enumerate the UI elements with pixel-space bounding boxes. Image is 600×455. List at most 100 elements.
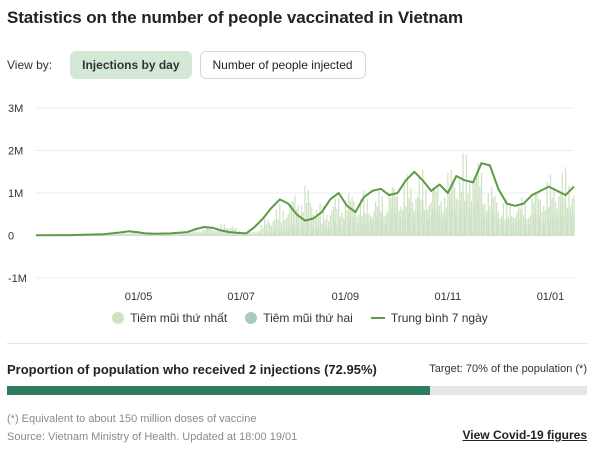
bar-first-dose bbox=[203, 230, 205, 236]
bar-first-dose bbox=[504, 219, 506, 236]
bar-first-dose bbox=[242, 233, 244, 236]
bar-first-dose bbox=[215, 230, 217, 236]
bar-first-dose bbox=[119, 233, 121, 236]
bar-first-dose bbox=[285, 217, 288, 236]
bar-first-dose bbox=[185, 233, 187, 236]
bar-first-dose bbox=[208, 227, 210, 236]
bar-first-dose bbox=[248, 232, 251, 236]
y-tick-label: 0 bbox=[8, 231, 14, 243]
legend-item-first-dose[interactable]: Tiêm mũi thứ nhất bbox=[112, 311, 227, 325]
bar-first-dose bbox=[319, 203, 321, 236]
bar-first-dose bbox=[270, 225, 273, 236]
bar-first-dose bbox=[386, 211, 389, 236]
bar-first-dose bbox=[447, 173, 449, 236]
legend-item-second-dose[interactable]: Tiêm mũi thứ hai bbox=[245, 311, 353, 325]
bar-first-dose bbox=[312, 214, 315, 236]
y-tick-label: -1M bbox=[8, 273, 27, 285]
bar-first-dose bbox=[374, 201, 377, 236]
bar-first-dose bbox=[405, 206, 407, 236]
bar-first-dose bbox=[570, 206, 572, 236]
bar-first-dose bbox=[126, 233, 128, 236]
bar-first-dose bbox=[391, 186, 394, 236]
bar-first-dose bbox=[460, 191, 462, 236]
bar-first-dose bbox=[509, 203, 511, 236]
bar-first-dose bbox=[516, 211, 518, 236]
bar-first-dose bbox=[464, 200, 466, 236]
proportion-target: Target: 70% of the population (*) bbox=[429, 363, 587, 375]
bar-first-dose bbox=[482, 204, 484, 236]
bar-first-dose bbox=[195, 229, 197, 236]
bar-first-dose bbox=[514, 217, 516, 236]
bar-first-dose bbox=[548, 207, 550, 236]
bar-first-dose bbox=[344, 204, 346, 236]
bars-first-dose bbox=[35, 153, 575, 236]
bar-first-dose bbox=[526, 218, 528, 236]
bar-first-dose bbox=[279, 203, 281, 236]
bar-first-dose bbox=[368, 213, 370, 236]
bar-first-dose bbox=[549, 174, 552, 236]
bar-first-dose bbox=[205, 226, 207, 236]
bar-first-dose bbox=[544, 210, 547, 236]
bar-first-dose bbox=[354, 210, 357, 236]
proportion-progress-fill bbox=[7, 386, 431, 395]
bar-first-dose bbox=[223, 223, 225, 236]
bar-first-dose bbox=[353, 201, 355, 236]
bar-first-dose bbox=[171, 234, 173, 236]
bar-first-dose bbox=[521, 197, 523, 236]
bar-first-dose bbox=[450, 169, 452, 236]
bar-first-dose bbox=[243, 233, 246, 236]
bar-first-dose bbox=[317, 217, 320, 236]
bar-first-dose bbox=[109, 233, 111, 236]
bar-first-dose bbox=[494, 195, 496, 236]
bar-first-dose bbox=[237, 232, 239, 236]
bar-first-dose bbox=[438, 205, 441, 236]
bar-first-dose bbox=[137, 233, 140, 236]
bar-first-dose bbox=[311, 207, 313, 236]
view-by-toggle: View by: Injections by day Number of peo… bbox=[7, 51, 366, 79]
bar-first-dose bbox=[221, 229, 224, 236]
average-line-group bbox=[35, 162, 575, 237]
bar-first-dose bbox=[304, 185, 306, 236]
bar-first-dose bbox=[260, 224, 262, 236]
bar-first-dose bbox=[210, 227, 212, 236]
bar-first-dose bbox=[470, 200, 473, 236]
bar-first-dose bbox=[284, 220, 286, 236]
legend-average-swatch bbox=[370, 317, 385, 319]
bar-first-dose bbox=[556, 208, 558, 236]
bar-first-dose bbox=[496, 202, 498, 236]
bar-first-dose bbox=[385, 215, 387, 236]
bar-first-dose bbox=[534, 191, 536, 236]
bar-first-dose bbox=[124, 232, 126, 236]
bar-first-dose bbox=[531, 198, 533, 236]
footnote: (*) Equivalent to about 150 million dose… bbox=[7, 413, 257, 425]
bar-first-dose bbox=[398, 210, 400, 236]
page-title: Statistics on the number of people vacci… bbox=[7, 8, 464, 27]
view-covid-figures-link[interactable]: View Covid-19 figures bbox=[462, 428, 587, 442]
bar-first-dose bbox=[255, 232, 257, 236]
legend-first-dose-swatch bbox=[112, 312, 125, 324]
bar-first-dose bbox=[343, 218, 345, 236]
legend-first-dose-label: Tiêm mũi thứ nhất bbox=[130, 311, 228, 325]
bar-first-dose bbox=[364, 213, 367, 236]
legend-item-average[interactable]: Trung bình 7 ngày bbox=[370, 311, 488, 325]
bar-first-dose bbox=[507, 217, 510, 236]
bar-first-dose bbox=[206, 228, 209, 236]
bar-first-dose bbox=[371, 217, 373, 236]
bar-first-dose bbox=[400, 206, 402, 236]
bar-first-dose bbox=[440, 201, 442, 236]
bar-first-dose bbox=[413, 210, 415, 236]
bar-first-dose bbox=[329, 215, 331, 236]
bar-first-dose bbox=[479, 186, 481, 236]
bar-first-dose bbox=[443, 197, 446, 236]
bar-first-dose bbox=[200, 232, 202, 236]
bar-first-dose bbox=[480, 173, 483, 236]
bar-first-dose bbox=[139, 232, 141, 236]
bar-first-dose bbox=[282, 209, 284, 236]
bar-first-dose bbox=[213, 230, 215, 236]
bar-first-dose bbox=[159, 234, 162, 236]
tab-number-of-people-injected[interactable]: Number of people injected bbox=[199, 51, 366, 79]
bar-first-dose bbox=[452, 185, 454, 236]
bar-first-dose bbox=[272, 221, 274, 236]
bar-first-dose bbox=[378, 191, 380, 236]
tab-injections-by-day[interactable]: Injections by day bbox=[70, 51, 192, 79]
